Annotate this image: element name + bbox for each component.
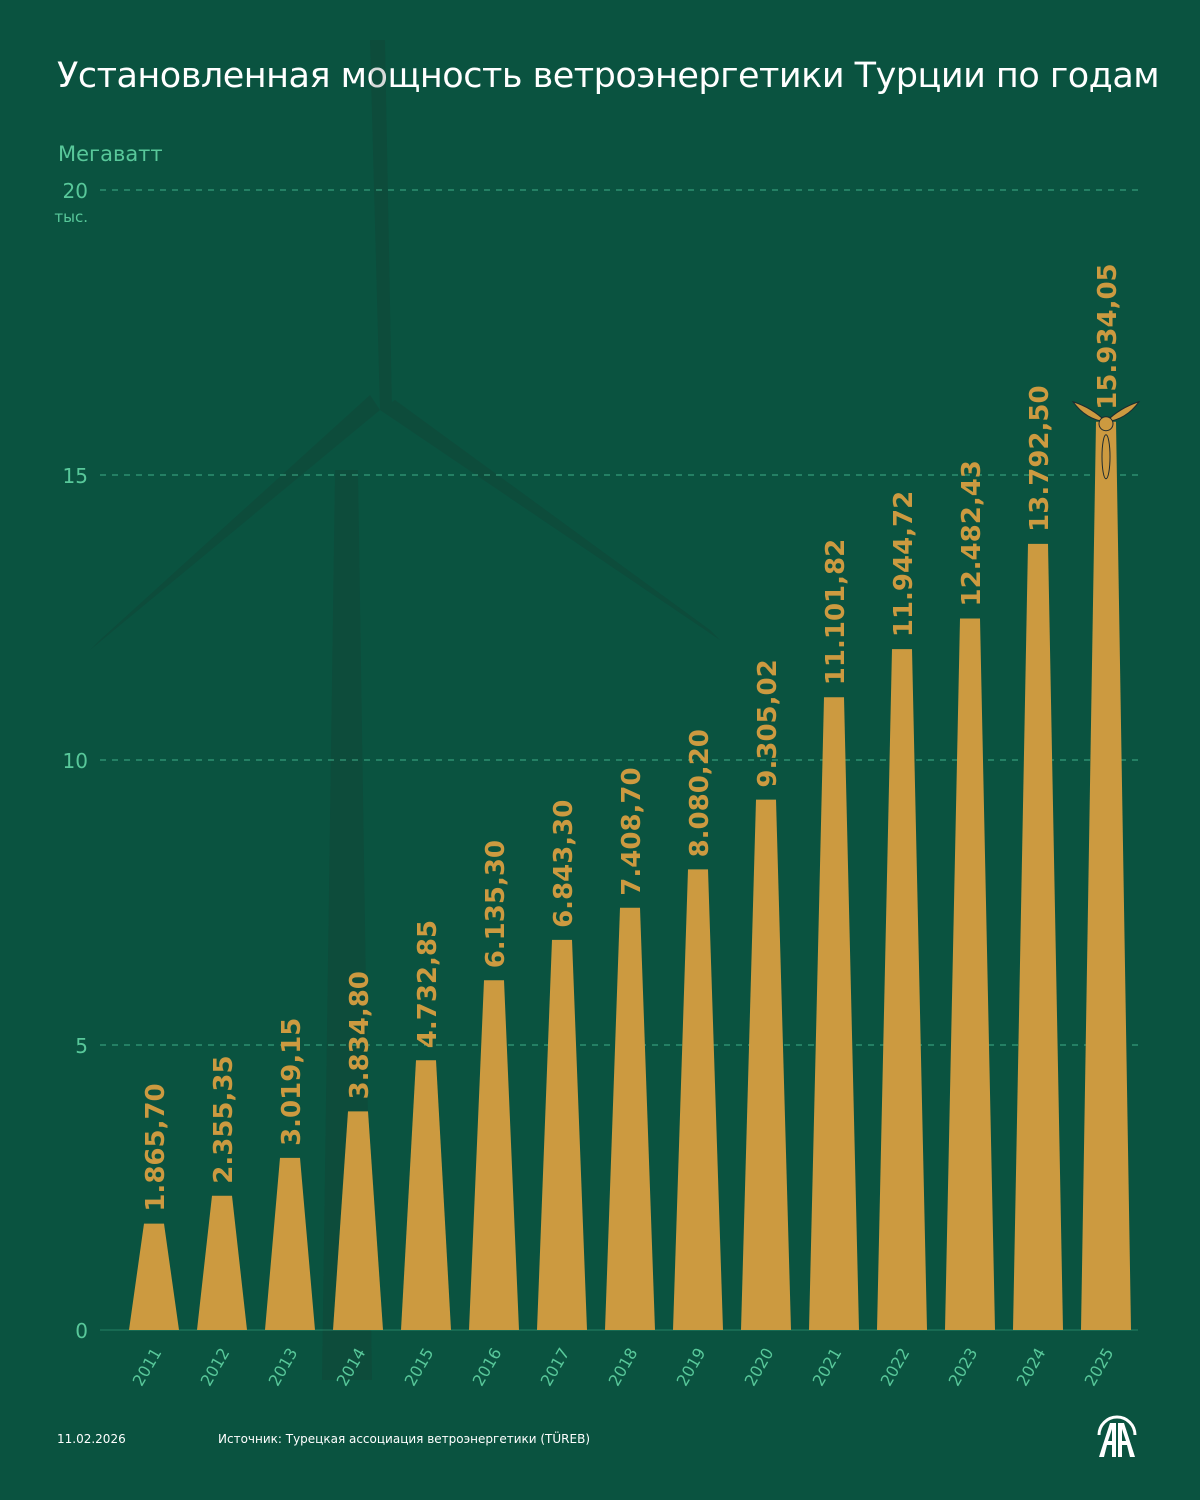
bar-value-label: 1.865,70 xyxy=(141,1083,171,1211)
y-tick-label: 20 xyxy=(63,179,88,203)
x-tick-label: 2018 xyxy=(605,1345,642,1390)
turbine-blade xyxy=(1104,400,1141,423)
x-tick-label: 2016 xyxy=(469,1345,506,1390)
y-tick-suffix: тыс. xyxy=(54,208,88,226)
x-tick-label: 2015 xyxy=(401,1345,438,1390)
turbine-hub xyxy=(1098,416,1114,432)
aa-logo xyxy=(1097,1415,1137,1457)
bar xyxy=(401,1060,451,1330)
turbine-background xyxy=(90,40,720,1380)
x-tick-label: 2019 xyxy=(673,1345,710,1390)
x-tick-label: 2024 xyxy=(1013,1345,1050,1390)
bar-value-label: 8.080,20 xyxy=(685,729,715,857)
bar xyxy=(469,980,519,1330)
footer-date: 11.02.2026 xyxy=(57,1432,126,1446)
bar-chart: 0 5 10 15 20 тыс. 1.865,70 2011 2.355,35 2012 3.01… xyxy=(54,40,1141,1390)
x-tick-label: 2012 xyxy=(197,1345,234,1390)
bar xyxy=(741,799,791,1330)
bar-value-label: 12.482,43 xyxy=(957,460,987,606)
turbine-blade xyxy=(1101,434,1111,480)
bar xyxy=(197,1195,247,1330)
bar-value-label: 7.408,70 xyxy=(617,767,647,895)
x-tick-label: 2022 xyxy=(877,1345,914,1390)
footer-source: Источник: Турецкая ассоциация ветроэнерг… xyxy=(218,1432,590,1446)
x-tick-label: 2017 xyxy=(537,1345,574,1390)
bar-value-label: 13.792,50 xyxy=(1025,385,1055,531)
bar-value-label: 6.135,30 xyxy=(481,840,511,968)
bar xyxy=(333,1111,383,1330)
x-tick-label: 2011 xyxy=(129,1345,166,1390)
bar xyxy=(537,939,587,1330)
y-tick-label: 0 xyxy=(75,1319,88,1343)
x-tick-label: 2020 xyxy=(741,1345,778,1390)
y-tick-label: 5 xyxy=(75,1034,88,1058)
bar xyxy=(1081,421,1131,1330)
x-tick-label: 2023 xyxy=(945,1345,982,1390)
bar-value-label: 11.101,82 xyxy=(821,539,851,685)
bar-value-label: 11.944,72 xyxy=(889,491,919,637)
bar xyxy=(129,1223,179,1330)
bar-value-label: 3.019,15 xyxy=(277,1018,307,1146)
bar xyxy=(673,869,723,1330)
bar xyxy=(945,618,995,1330)
bar xyxy=(605,907,655,1330)
bar-value-label: 15.934,05 xyxy=(1093,263,1123,409)
chart-title: Установленная мощность ветроэнергетики Т… xyxy=(57,56,1160,96)
bar-value-label: 9.305,02 xyxy=(753,659,783,787)
bar xyxy=(809,697,859,1330)
bar-value-label: 2.355,35 xyxy=(209,1055,239,1183)
bar-value-label: 6.843,30 xyxy=(549,800,579,928)
bar-value-label: 4.732,85 xyxy=(413,920,443,1048)
bar xyxy=(1013,543,1063,1330)
x-tick-label: 2021 xyxy=(809,1345,846,1390)
bar xyxy=(265,1157,315,1330)
turbine-blade xyxy=(1071,400,1108,423)
y-axis-label: Мегаватт xyxy=(58,142,163,166)
bar-value-label: 3.834,80 xyxy=(345,971,375,1099)
y-tick-label: 10 xyxy=(63,749,88,773)
x-tick-label: 2013 xyxy=(265,1345,302,1390)
y-tick-label: 15 xyxy=(63,464,88,488)
bar xyxy=(877,649,927,1330)
x-tick-label: 2025 xyxy=(1081,1345,1118,1390)
